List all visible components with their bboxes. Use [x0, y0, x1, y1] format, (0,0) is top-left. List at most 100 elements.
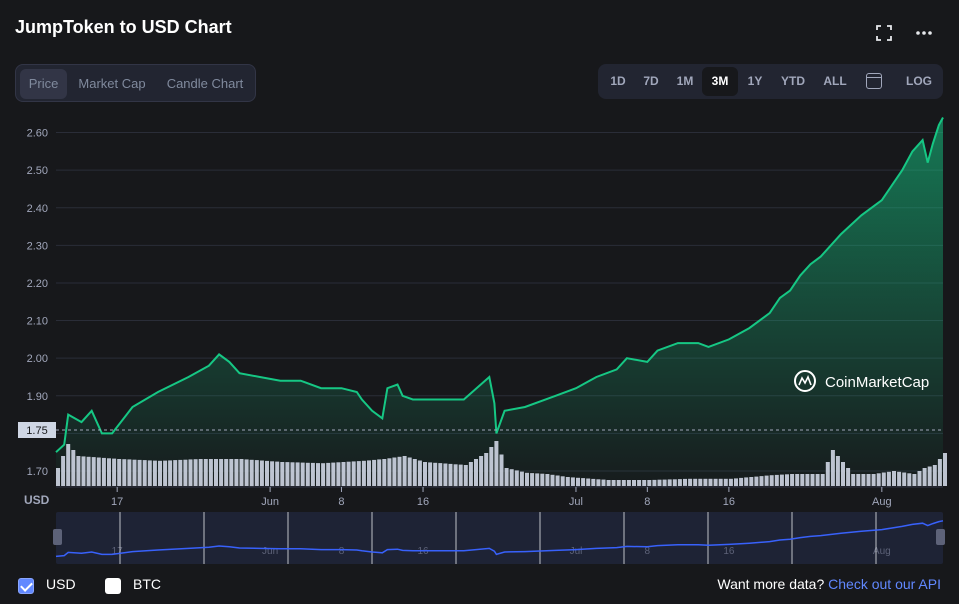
range-1y[interactable]: 1Y [747, 74, 763, 88]
more-icon[interactable] [913, 22, 935, 44]
volume-bar [606, 480, 611, 486]
volume-bar [275, 461, 280, 486]
tab-candle-chart[interactable]: Candle Chart [166, 76, 244, 91]
range-1m[interactable]: 1M [676, 74, 694, 88]
range-log[interactable]: LOG [906, 74, 932, 88]
volume-bar [779, 474, 784, 486]
volume-bar [96, 457, 101, 486]
volume-bar [876, 473, 881, 487]
volume-bar [203, 459, 208, 486]
volume-bar [117, 459, 122, 486]
volume-bar [820, 474, 825, 486]
volume-bar [596, 479, 601, 487]
x-tick-label: 17 [111, 496, 123, 508]
volume-bar [642, 480, 647, 486]
volume-bar [856, 474, 861, 486]
navigator-tick-label: 17 [112, 546, 124, 557]
usd-checkbox[interactable] [18, 578, 34, 594]
volume-bar [922, 468, 927, 486]
volume-bar [601, 479, 606, 486]
volume-bar [86, 456, 91, 487]
volume-bar [514, 470, 519, 486]
navigator-handle-right[interactable] [936, 529, 945, 545]
btc-checkbox[interactable] [105, 578, 121, 594]
tab-price[interactable]: Price [20, 69, 67, 99]
volume-bar [208, 459, 213, 486]
volume-bar [591, 478, 596, 486]
volume-bar [846, 468, 851, 486]
volume-bar [550, 474, 555, 487]
volume-bar [270, 461, 275, 487]
volume-bar [621, 480, 626, 486]
volume-bar [871, 474, 876, 486]
volume-bar [479, 456, 484, 486]
volume-bar [565, 477, 570, 486]
volume-bar [336, 462, 341, 486]
range-ytd[interactable]: YTD [781, 74, 805, 88]
volume-bar [438, 463, 443, 486]
volume-bar [188, 459, 193, 486]
fullscreen-icon[interactable] [873, 22, 895, 44]
volume-bar [672, 479, 677, 487]
api-prompt: Want more data? Check out our API [717, 576, 941, 592]
volume-bar [912, 474, 917, 486]
volume-bar [632, 480, 636, 486]
volume-bar [703, 478, 708, 486]
btc-label: BTC [133, 576, 161, 592]
volume-bar [259, 460, 264, 486]
y-tick-label: 2.50 [27, 165, 48, 177]
volume-bar [927, 466, 932, 486]
range-3m[interactable]: 3M [702, 67, 738, 96]
volume-bar [224, 459, 229, 486]
watermark: CoinMarketCap [794, 370, 929, 392]
api-link[interactable]: Check out our API [828, 576, 941, 592]
x-tick-label: Jun [261, 496, 279, 508]
calendar-icon[interactable] [866, 73, 882, 89]
volume-bar [892, 471, 896, 486]
navigator-tick-label: 16 [723, 546, 735, 557]
volume-bars [56, 441, 947, 487]
volume-bar [581, 478, 586, 486]
navigator-handle-left[interactable] [53, 529, 62, 545]
range-1d[interactable]: 1D [610, 74, 626, 88]
tab-market-cap[interactable]: Market Cap [78, 76, 146, 91]
range-navigator[interactable]: 17 Jun 8 16 Jul 8 16 Aug [53, 512, 945, 564]
volume-bar [392, 457, 397, 486]
volume-bar [764, 475, 769, 486]
volume-bar [361, 460, 366, 486]
navigator-line [55, 520, 944, 558]
volume-bar [830, 450, 835, 486]
price-line [55, 117, 944, 453]
volume-bar [652, 479, 657, 487]
y-tick-label: 2.20 [27, 278, 48, 290]
volume-bar [56, 468, 60, 486]
x-tick-label: 16 [417, 496, 429, 508]
volume-bar [494, 441, 499, 486]
volume-bar [907, 473, 912, 487]
volume-bar [468, 462, 473, 486]
volume-bar [173, 460, 178, 486]
x-tick-label: 8 [338, 496, 344, 508]
volume-bar [91, 457, 96, 486]
volume-bar [198, 459, 203, 486]
volume-bar [530, 473, 535, 486]
volume-bar [356, 461, 361, 486]
volume-bar [713, 478, 718, 486]
volume-bar [239, 459, 244, 486]
volume-bar [749, 477, 754, 486]
range-7d[interactable]: 7D [643, 74, 659, 88]
price-marker-label: 1.75 [26, 425, 47, 437]
range-all[interactable]: ALL [823, 74, 847, 88]
time-range-selector: 1D 7D 1M 3M 1Y YTD ALL LOG [598, 64, 943, 99]
volume-bar [540, 473, 545, 486]
volume-bar [285, 462, 290, 486]
volume-bar [367, 460, 371, 486]
y-tick-label: 2.40 [27, 203, 48, 215]
volume-bar [122, 459, 127, 486]
volume-bar [637, 480, 642, 486]
volume-bar [183, 459, 188, 486]
volume-bar [254, 460, 259, 486]
volume-bar [147, 460, 152, 486]
y-tick-label: 2.60 [27, 128, 48, 140]
